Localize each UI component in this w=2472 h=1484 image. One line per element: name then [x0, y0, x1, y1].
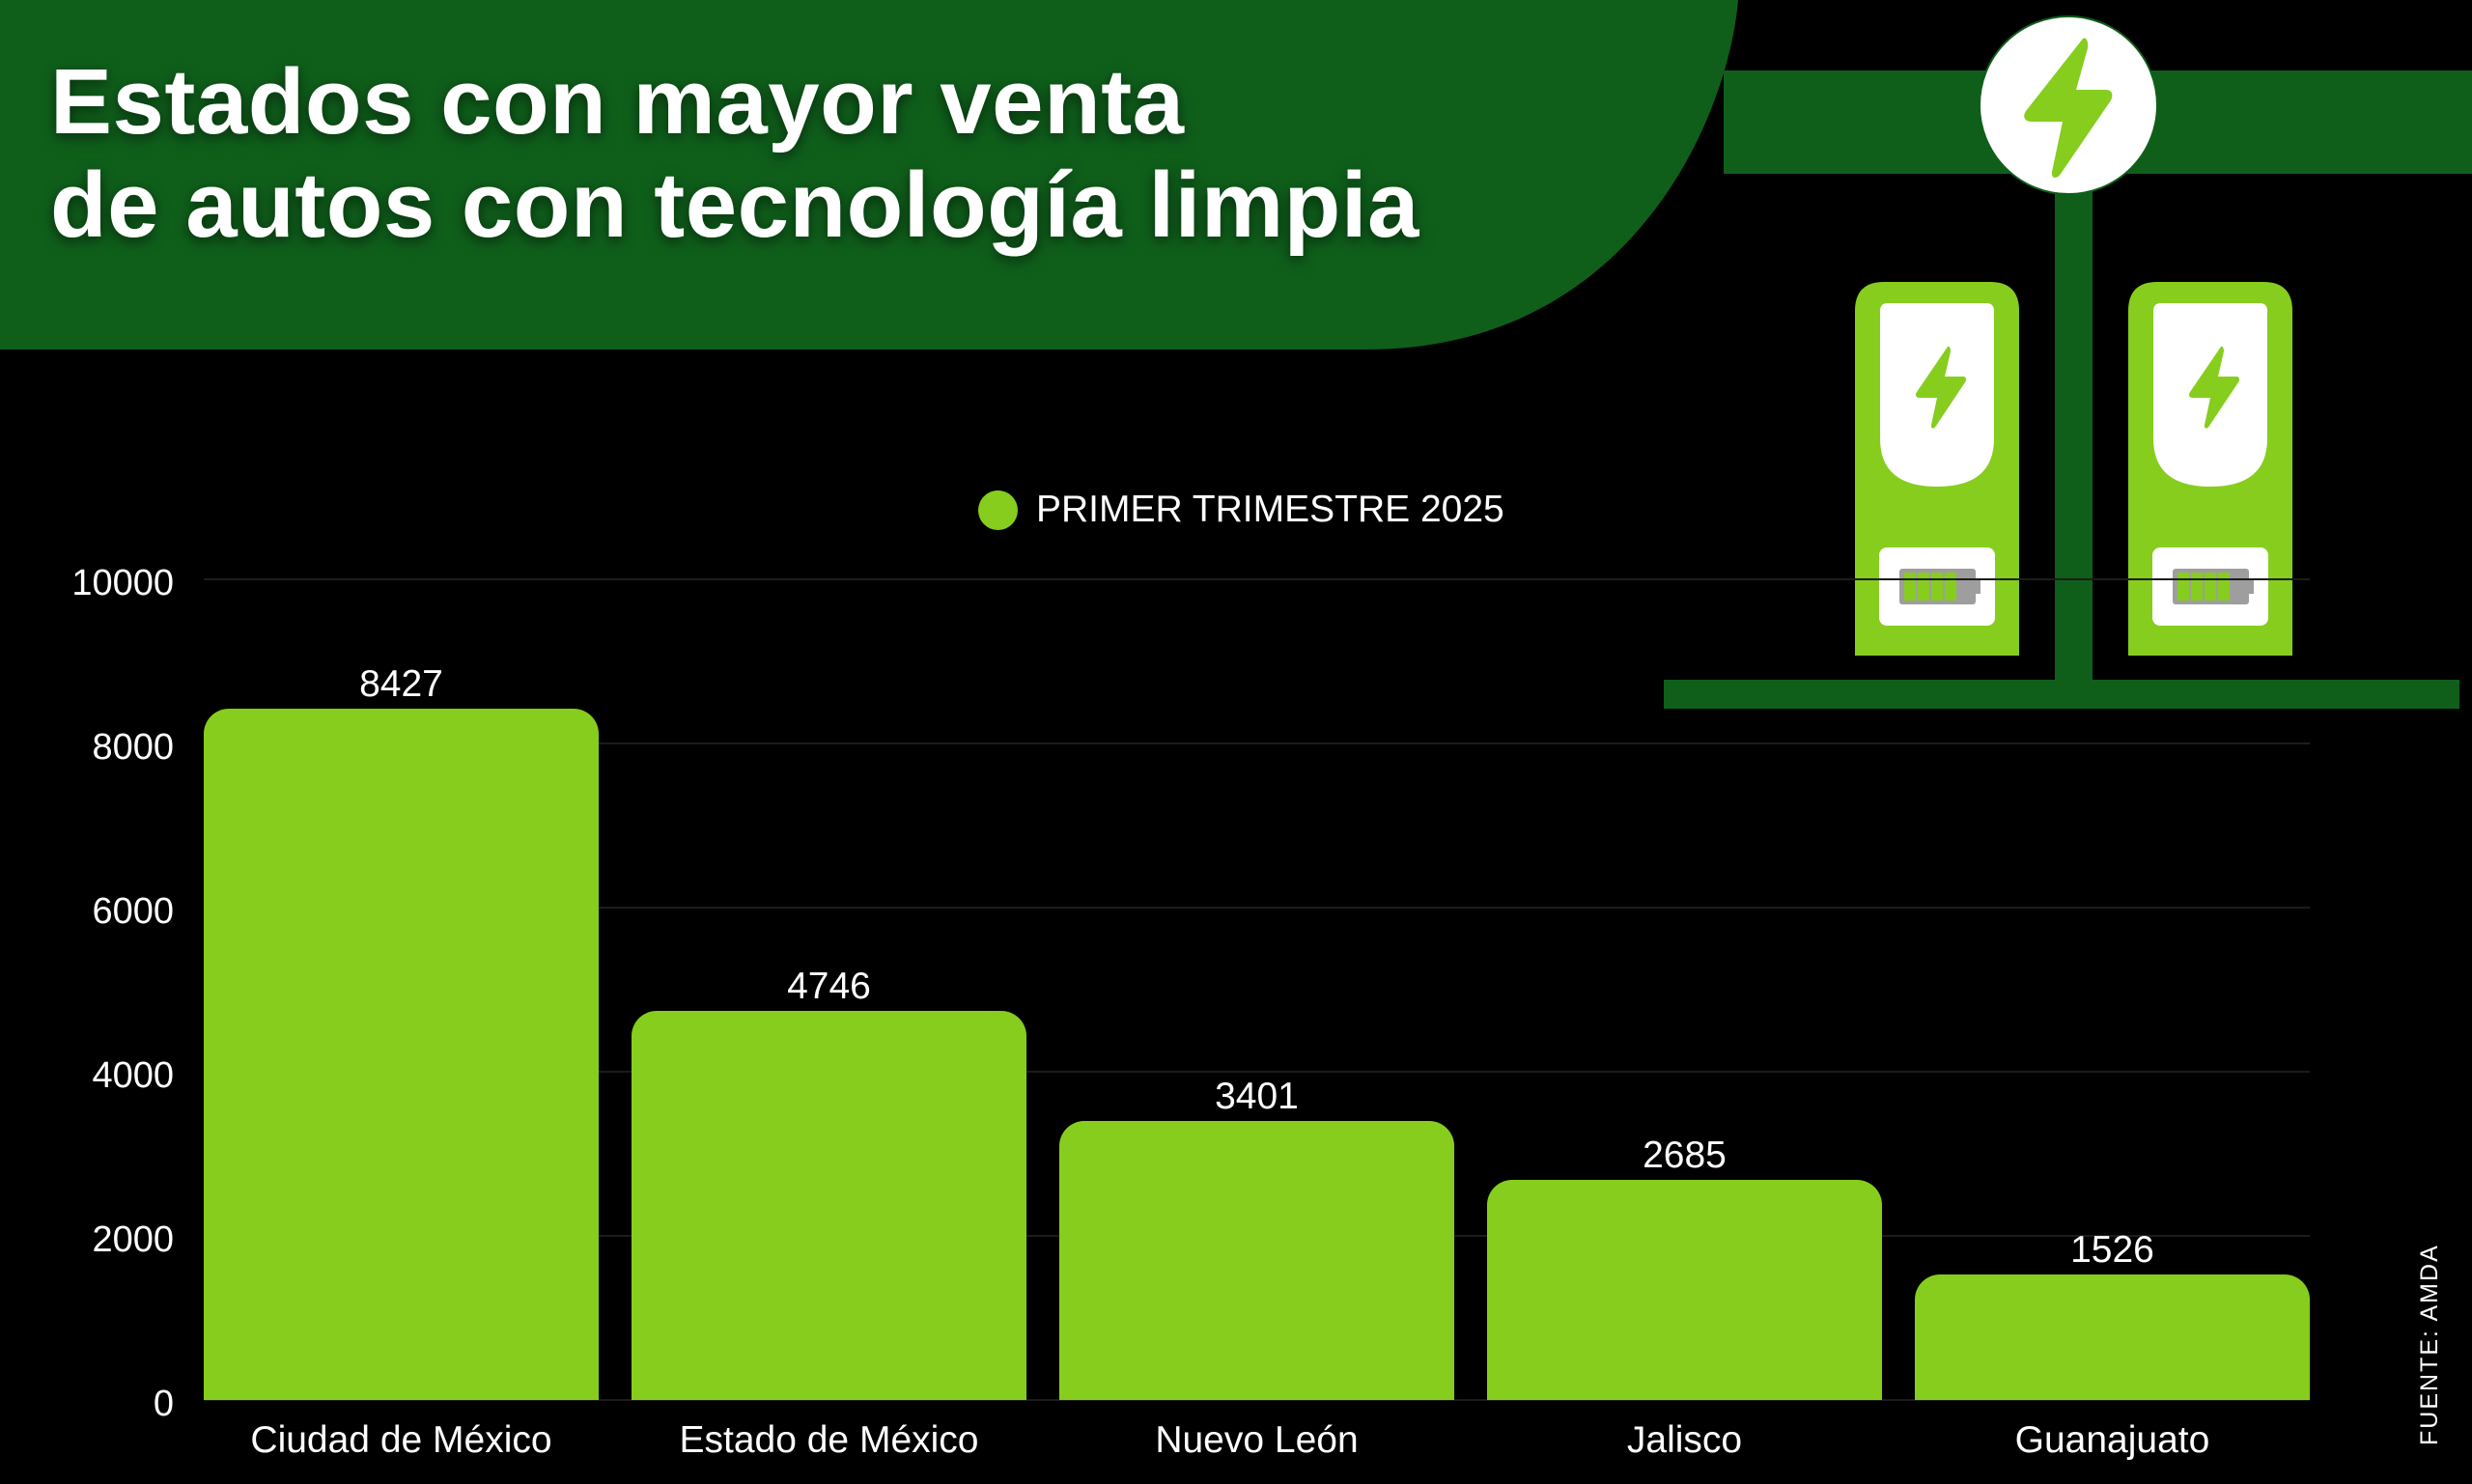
page-title-line-2: de autos con tecnología limpia [50, 154, 1419, 257]
y-axis-tick-label: 6000 [92, 891, 174, 932]
y-axis-tick-label: 0 [153, 1384, 174, 1424]
chart-legend: PRIMER TRIMESTRE 2025 [978, 489, 1504, 531]
y-axis-tick-label: 2000 [92, 1219, 174, 1260]
x-axis-category-label: Jalisco [1626, 1419, 1743, 1461]
bar [632, 1010, 1026, 1400]
x-axis-category-label: Nuevo León [1155, 1419, 1359, 1461]
gridline [204, 742, 2310, 744]
header-banner [0, 0, 1738, 350]
bar [1915, 1274, 2310, 1400]
charging-station-illustration [1664, 15, 2472, 709]
bar [204, 708, 599, 1400]
gridline [204, 1399, 2310, 1401]
battery-icon [1879, 547, 1995, 626]
gridline [204, 907, 2310, 909]
bar [1059, 1120, 1454, 1400]
bar-value-label: 1526 [2070, 1229, 2154, 1272]
lightning-bolt-circle-icon [1979, 15, 2158, 195]
charging-pole [1664, 174, 2459, 709]
y-axis-tick-label: 4000 [92, 1055, 174, 1096]
source-note: FUENTE: AMDA [2416, 1244, 2443, 1445]
bar-value-label: 4746 [787, 965, 871, 1007]
y-axis-tick-label: 10000 [71, 563, 174, 603]
bar-value-label: 2685 [1643, 1134, 1727, 1176]
gridline [204, 578, 2310, 580]
legend-label: PRIMER TRIMESTRE 2025 [1036, 489, 1504, 530]
bar-value-label: 3401 [1215, 1075, 1299, 1117]
gridline [204, 1071, 2310, 1073]
legend-dot-icon [978, 490, 1018, 530]
x-axis-category-label: Estado de México [679, 1419, 979, 1461]
charging-station-icon [2128, 282, 2292, 656]
bar-value-label: 8427 [359, 662, 443, 705]
y-axis-tick-label: 8000 [92, 727, 174, 768]
x-axis-category-label: Guanajuato [2014, 1419, 2210, 1461]
x-axis-category-label: Ciudad de México [250, 1419, 552, 1461]
charging-station-icon [1855, 282, 2019, 656]
bar [1487, 1179, 1882, 1400]
page-title-line-1: Estados con mayor venta [50, 50, 1185, 154]
